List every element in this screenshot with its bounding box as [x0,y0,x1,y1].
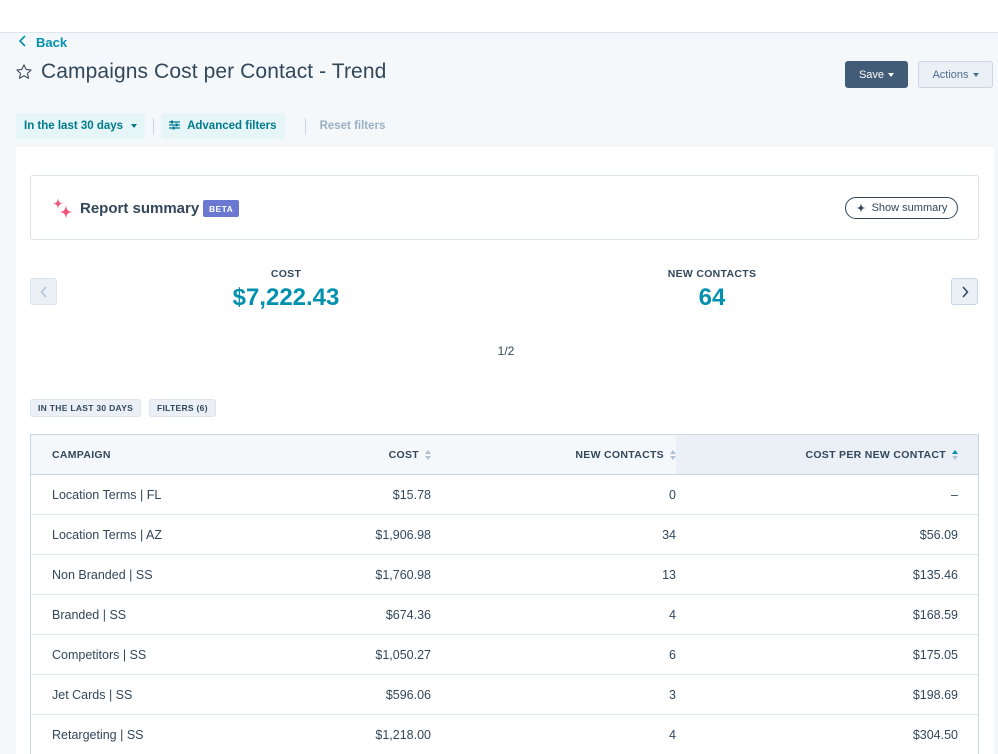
date-range-label: In the last 30 days [24,120,124,132]
back-label: Back [36,34,68,50]
table-row: Retargeting | SS $1,218.00 4 $304.50 [31,715,978,754]
campaign-table: CAMPAIGN COST NEW CONTACTS COST PER NEW … [30,434,979,754]
table-row: Location Terms | FL $15.78 0 – [31,475,978,515]
divider [304,117,306,135]
cell-new-contacts: 0 [669,487,676,502]
column-header-cost-per-new-contact[interactable]: COST PER NEW CONTACT [676,435,978,474]
sparkle-icon [53,198,73,219]
caret-down-icon [972,72,979,77]
column-header-cost[interactable]: COST [251,435,431,474]
cell-new-contacts: 4 [669,728,676,742]
column-label: NEW CONTACTS [575,448,664,461]
cell-cost-per-contact: $135.46 [912,567,958,582]
cell-new-contacts: 13 [662,567,676,582]
sparkle-icon [855,203,866,213]
column-label: COST [388,448,419,461]
kpi-new-contacts: NEW CONTACTS 64 [642,268,782,312]
sliders-icon [169,120,181,133]
cell-campaign: Non Branded | SS [52,567,153,582]
table-row: Jet Cards | SS $596.06 3 $198.69 [31,675,978,715]
next-button[interactable] [951,278,978,305]
reset-filters-button[interactable]: Reset filters [319,120,386,132]
divider [153,117,155,135]
cell-cost-per-contact: $198.69 [912,687,958,702]
cell-campaign: Location Terms | FL [52,487,162,502]
sort-icon [670,449,676,460]
cell-cost: $1,218.00 [375,728,431,742]
advanced-filters-label: Advanced filters [187,120,277,132]
kpi-label: NEW CONTACTS [667,268,757,280]
cell-cost-per-contact: – [951,487,958,502]
kpi-cost: COST $7,222.43 [216,268,356,312]
table-row: Competitors | SS $1,050.27 6 $175.05 [31,635,978,675]
kpi-value: $7,222.43 [232,284,340,311]
report-summary-title: Report summary [80,200,200,217]
cell-cost: $596.06 [385,687,431,702]
kpi-value: 64 [698,284,726,311]
cell-cost-per-contact: $56.09 [919,527,958,542]
date-range-filter[interactable]: In the last 30 days [16,113,146,139]
filter-bar: In the last 30 days Advanced filters Res… [16,113,385,139]
star-icon[interactable] [15,63,33,81]
cell-cost-per-contact: $175.05 [912,647,958,662]
cell-cost: $1,050.27 [375,647,431,662]
cell-cost: $1,760.98 [375,567,431,582]
cell-cost: $15.78 [392,487,431,502]
back-link[interactable]: Back [18,33,67,51]
show-summary-label: Show summary [871,202,948,214]
cell-campaign: Branded | SS [52,607,127,622]
filters-count-tag[interactable]: FILTERS (6) [149,399,216,417]
caret-down-icon [888,72,895,77]
cell-cost-per-contact: $168.59 [912,607,958,622]
table-header: CAMPAIGN COST NEW CONTACTS COST PER NEW … [31,435,978,475]
sort-icon [425,449,431,460]
caret-down-icon [131,124,138,128]
actions-button[interactable]: Actions [918,61,993,88]
show-summary-button[interactable]: Show summary [845,197,958,219]
cell-cost-per-contact: $304.50 [912,728,958,742]
cell-new-contacts: 4 [669,607,676,622]
column-label: CAMPAIGN [52,448,111,461]
date-range-tag: IN THE LAST 30 DAYS [30,399,142,417]
beta-badge: BETA [203,200,240,217]
table-row: Branded | SS $674.36 4 $168.59 [31,595,978,635]
cell-new-contacts: 3 [669,687,676,702]
page-title: Campaigns Cost per Contact - Trend [41,60,387,83]
report-panel: Report summary BETA Show summary COST $7… [16,147,994,754]
sort-ascending-icon [952,449,958,460]
advanced-filters-button[interactable]: Advanced filters [161,113,285,139]
table-row: Location Terms | AZ $1,906.98 34 $56.09 [31,515,978,555]
save-button[interactable]: Save [845,61,908,88]
chevron-right-icon [961,285,969,298]
cell-cost: $1,906.98 [375,527,431,542]
cell-new-contacts: 6 [669,647,676,662]
save-button-label: Save [858,68,885,81]
title-row: Campaigns Cost per Contact - Trend [15,60,386,84]
cell-campaign: Retargeting | SS [52,728,144,742]
table-row: Non Branded | SS $1,760.98 13 $135.46 [31,555,978,595]
cell-campaign: Competitors | SS [52,647,147,662]
previous-button[interactable] [30,278,57,305]
kpi-label: COST [270,268,302,280]
column-label: COST PER NEW CONTACT [805,448,946,461]
cell-new-contacts: 34 [662,527,676,542]
cell-campaign: Location Terms | AZ [52,527,163,542]
cell-cost: $674.36 [385,607,431,622]
chevron-left-icon [18,34,28,50]
actions-button-label: Actions [932,68,969,81]
column-header-new-contacts[interactable]: NEW CONTACTS [431,435,676,474]
page-indicator: 1/2 [497,344,515,358]
top-bar [0,0,998,33]
chevron-left-icon [39,285,47,298]
column-header-campaign[interactable]: CAMPAIGN [31,435,251,474]
cell-campaign: Jet Cards | SS [52,687,133,702]
report-summary-card: Report summary BETA Show summary [30,175,979,240]
